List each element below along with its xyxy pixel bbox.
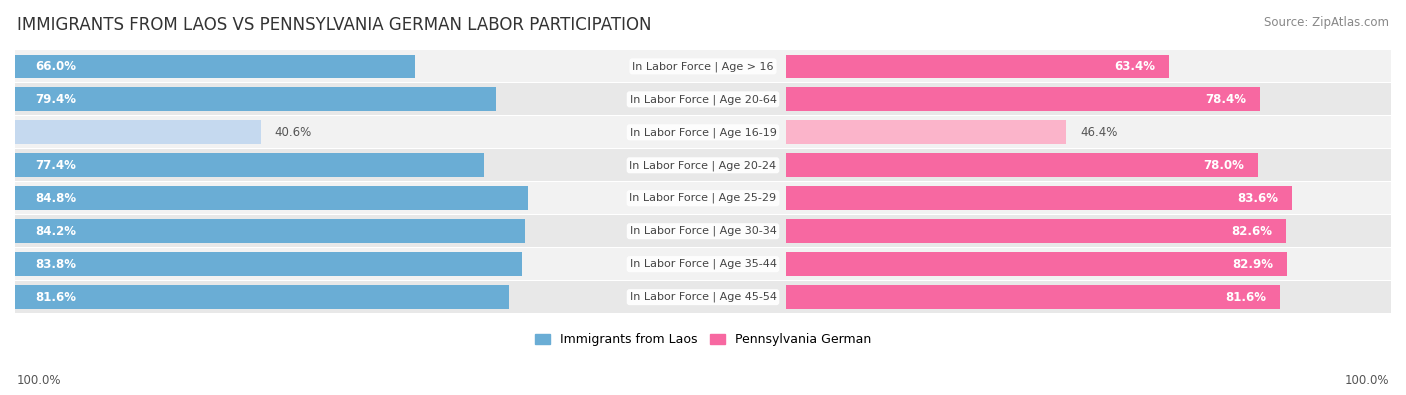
Text: 46.4%: 46.4% <box>1080 126 1118 139</box>
Text: 66.0%: 66.0% <box>35 60 77 73</box>
Bar <box>15 87 496 111</box>
Bar <box>15 248 1391 280</box>
Text: In Labor Force | Age 25-29: In Labor Force | Age 25-29 <box>630 193 776 203</box>
Text: 78.4%: 78.4% <box>1205 93 1247 106</box>
Text: IMMIGRANTS FROM LAOS VS PENNSYLVANIA GERMAN LABOR PARTICIPATION: IMMIGRANTS FROM LAOS VS PENNSYLVANIA GER… <box>17 16 651 34</box>
Text: 83.8%: 83.8% <box>35 258 77 271</box>
Bar <box>15 116 1391 148</box>
Text: 77.4%: 77.4% <box>35 159 76 172</box>
Text: 63.4%: 63.4% <box>1115 60 1156 73</box>
Text: 84.2%: 84.2% <box>35 225 77 238</box>
Bar <box>786 55 1170 78</box>
Text: In Labor Force | Age 35-44: In Labor Force | Age 35-44 <box>630 259 776 269</box>
Text: In Labor Force | Age 45-54: In Labor Force | Age 45-54 <box>630 292 776 303</box>
Text: In Labor Force | Age 20-24: In Labor Force | Age 20-24 <box>630 160 776 171</box>
Text: In Labor Force | Age 30-34: In Labor Force | Age 30-34 <box>630 226 776 237</box>
Bar <box>15 219 524 243</box>
Bar <box>15 149 1391 181</box>
Bar <box>15 182 1391 214</box>
Bar <box>786 252 1288 276</box>
Text: 81.6%: 81.6% <box>1225 291 1265 304</box>
Text: In Labor Force | Age 20-64: In Labor Force | Age 20-64 <box>630 94 776 105</box>
Bar <box>15 281 1391 313</box>
Text: 79.4%: 79.4% <box>35 93 77 106</box>
Text: 84.8%: 84.8% <box>35 192 77 205</box>
Text: 81.6%: 81.6% <box>35 291 77 304</box>
Text: 100.0%: 100.0% <box>17 374 62 387</box>
Text: 78.0%: 78.0% <box>1204 159 1244 172</box>
Bar <box>15 51 1391 83</box>
Bar <box>786 153 1258 177</box>
Text: 82.6%: 82.6% <box>1230 225 1272 238</box>
Text: 83.6%: 83.6% <box>1237 192 1278 205</box>
Text: Source: ZipAtlas.com: Source: ZipAtlas.com <box>1264 16 1389 29</box>
Bar <box>786 87 1260 111</box>
Legend: Immigrants from Laos, Pennsylvania German: Immigrants from Laos, Pennsylvania Germa… <box>530 328 876 351</box>
Bar <box>786 219 1285 243</box>
Bar <box>15 83 1391 115</box>
Bar <box>15 252 523 276</box>
Bar <box>15 120 260 144</box>
Bar <box>15 186 529 210</box>
Text: 100.0%: 100.0% <box>1344 374 1389 387</box>
Bar <box>786 285 1279 309</box>
Bar <box>15 55 415 78</box>
Bar <box>786 186 1292 210</box>
Text: In Labor Force | Age > 16: In Labor Force | Age > 16 <box>633 61 773 71</box>
Bar <box>15 285 509 309</box>
Text: 40.6%: 40.6% <box>274 126 312 139</box>
Bar <box>786 120 1067 144</box>
Bar <box>15 215 1391 247</box>
Text: 82.9%: 82.9% <box>1233 258 1274 271</box>
Text: In Labor Force | Age 16-19: In Labor Force | Age 16-19 <box>630 127 776 137</box>
Bar <box>15 153 484 177</box>
